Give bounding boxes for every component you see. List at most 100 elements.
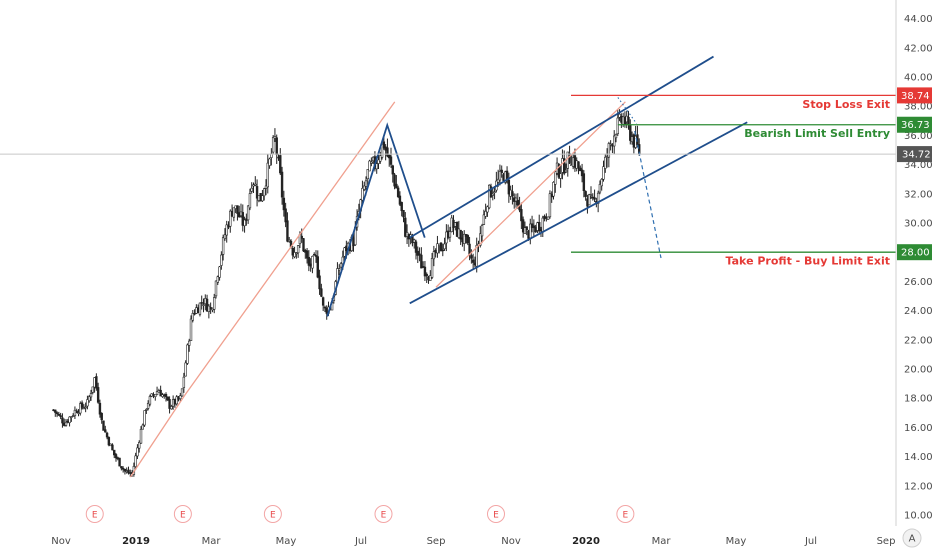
candle: [111, 443, 114, 451]
candle: [314, 250, 318, 263]
candle: [143, 410, 146, 427]
candle: [489, 183, 493, 198]
auto-scale-button[interactable]: A: [902, 528, 922, 548]
earnings-marker[interactable]: E: [487, 505, 505, 523]
candle: [286, 212, 289, 243]
candle: [398, 191, 402, 207]
candle: [432, 245, 436, 267]
price-tick-label: 14.00: [904, 452, 932, 463]
candle: [113, 449, 116, 459]
candle: [395, 175, 398, 189]
candle: [216, 275, 219, 285]
candle: [280, 166, 284, 205]
candle: [471, 253, 475, 269]
candle: [523, 221, 527, 234]
price-axis[interactable]: 44.00 42.00 40.00 38.00 36.00 34.00 32.00 30.00…: [895, 0, 932, 526]
earnings-marker[interactable]: E: [616, 505, 635, 523]
candle: [441, 243, 444, 257]
stop-loss-level[interactable]: Stop Loss Exit: [571, 94, 896, 111]
candle: [139, 426, 143, 444]
time-tick-label: Jul: [354, 536, 367, 547]
trend-line-blue[interactable]: [326, 122, 426, 317]
candle: [123, 468, 127, 475]
candle: [613, 130, 616, 155]
candle: [548, 190, 552, 219]
take-profit-level[interactable]: Take Profit - Buy Limit Exit: [571, 251, 896, 268]
drawings-layer: [129, 55, 748, 478]
candle: [484, 203, 487, 219]
candle: [246, 205, 250, 224]
candle: [121, 466, 125, 473]
trend-line-blue[interactable]: [409, 121, 748, 305]
candle: [584, 190, 587, 201]
candle: [261, 189, 264, 202]
earnings-marker[interactable]: E: [263, 505, 282, 523]
candle: [255, 179, 259, 207]
candle: [418, 247, 421, 262]
candle: [100, 412, 103, 424]
price-tick-label: 44.00: [904, 14, 932, 25]
candle: [155, 386, 159, 396]
candle: [136, 444, 139, 460]
time-axis[interactable]: Nov 2019 Mar May Jul Sep Nov 2020 Mar May Jul Sep: [51, 536, 895, 547]
candle: [557, 163, 561, 180]
price-tick-label: 34.00: [904, 160, 932, 171]
candle: [225, 220, 228, 243]
candle: [554, 171, 557, 193]
candle: [118, 457, 121, 467]
candle: [538, 214, 541, 235]
candle: [323, 305, 327, 313]
candle: [220, 251, 223, 270]
candle: [514, 193, 518, 208]
price-tick-label: 36.00: [904, 131, 932, 142]
candle: [288, 236, 291, 243]
candle: [70, 416, 73, 422]
trend-line-salmon[interactable]: [184, 101, 396, 396]
candle: [89, 389, 93, 401]
candle: [168, 396, 171, 414]
candle: [159, 385, 162, 397]
candle: [486, 205, 489, 217]
candle: [271, 135, 275, 154]
candle: [154, 394, 157, 401]
candle: [589, 186, 593, 199]
stop-loss-tag-label: 38.74: [901, 91, 930, 102]
candle: [127, 466, 130, 475]
candle: [318, 269, 321, 295]
candle: [229, 209, 232, 233]
candle: [521, 216, 525, 238]
sell-entry-label: Bearish Limit Sell Entry: [744, 127, 890, 140]
trend-line-salmon[interactable]: [129, 394, 186, 478]
candle: [186, 343, 189, 365]
trend-line-dashed[interactable]: [634, 130, 662, 259]
candle: [363, 181, 366, 192]
candle: [148, 394, 152, 407]
earnings-marker-label: E: [381, 511, 387, 521]
candle: [291, 246, 294, 260]
candle: [214, 280, 218, 299]
candle: [400, 201, 403, 217]
candle: [182, 372, 186, 393]
earnings-marker[interactable]: E: [85, 505, 104, 523]
candle: [396, 185, 400, 199]
candle: [95, 373, 98, 391]
candle: [98, 399, 102, 418]
candle: [170, 404, 173, 410]
candle: [516, 193, 519, 209]
take-profit-tag-label: 28.00: [901, 248, 930, 259]
candle: [91, 386, 94, 395]
candle: [188, 338, 191, 352]
trend-line-salmon[interactable]: [435, 101, 626, 288]
sell-entry-level[interactable]: Bearish Limit Sell Entry: [617, 124, 896, 141]
trend-line-blue[interactable]: [409, 55, 714, 239]
sell-entry-tag-label: 36.73: [901, 120, 930, 131]
earnings-marker[interactable]: E: [374, 505, 393, 523]
time-tick-label: Nov: [501, 536, 521, 547]
price-tick-label: 18.00: [904, 394, 932, 405]
trend-line-dotted[interactable]: [617, 97, 638, 125]
earnings-marker[interactable]: E: [173, 505, 192, 523]
candle: [54, 409, 57, 417]
candle: [500, 165, 503, 178]
candle: [59, 412, 62, 420]
